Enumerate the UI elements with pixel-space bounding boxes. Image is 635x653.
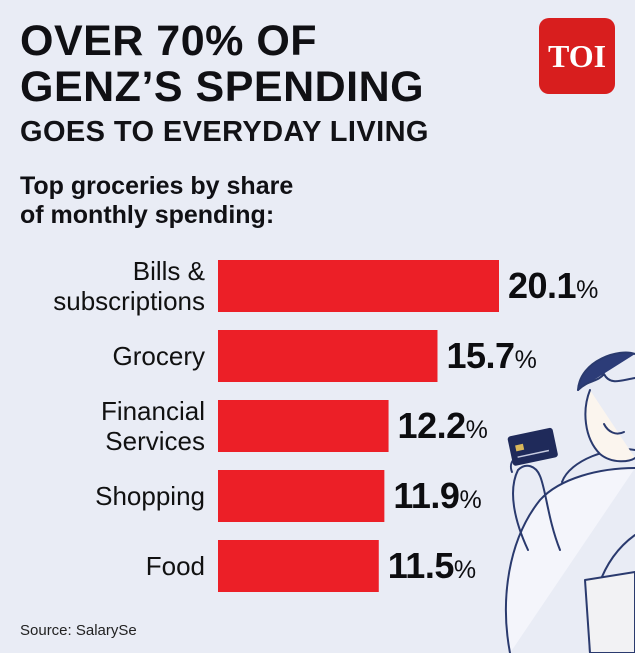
headline-line-1: OVER 70% OF bbox=[20, 17, 318, 65]
category-label-1-0: Grocery bbox=[113, 341, 205, 371]
toi-logo: TOI bbox=[539, 18, 615, 94]
chart-title-line-2: of monthly spending: bbox=[20, 201, 275, 229]
person-with-card-illustration bbox=[505, 351, 635, 653]
source-note: Source: SalarySe bbox=[20, 622, 137, 639]
bar-1 bbox=[218, 330, 438, 382]
subhead: GOES TO EVERYDAY LIVING bbox=[20, 116, 429, 148]
bar-2 bbox=[218, 400, 389, 452]
value-label-2: 12.2% bbox=[398, 405, 488, 446]
category-label-0-0: Bills & bbox=[133, 256, 205, 286]
value-label-3: 11.9% bbox=[393, 475, 481, 516]
bar-4 bbox=[218, 540, 379, 592]
category-label-3-0: Shopping bbox=[95, 481, 205, 511]
bar-3 bbox=[218, 470, 385, 522]
category-label-2-1: Services bbox=[105, 426, 205, 456]
headline: OVER 70% OF GENZ’S SPENDING bbox=[20, 18, 424, 110]
value-label-1: 15.7% bbox=[446, 335, 536, 376]
bar-0 bbox=[218, 260, 499, 312]
category-label-2-0: Financial bbox=[101, 396, 205, 426]
category-label-4-0: Food bbox=[146, 551, 205, 581]
category-label-0-1: subscriptions bbox=[53, 286, 205, 316]
value-label-4: 11.5% bbox=[388, 545, 476, 586]
headline-line-2: GENZ’S SPENDING bbox=[20, 63, 425, 111]
chart-title-line-1: Top groceries by share bbox=[20, 172, 294, 200]
value-label-0: 20.1% bbox=[508, 265, 598, 306]
chart-title: Top groceries by share of monthly spendi… bbox=[20, 172, 293, 230]
